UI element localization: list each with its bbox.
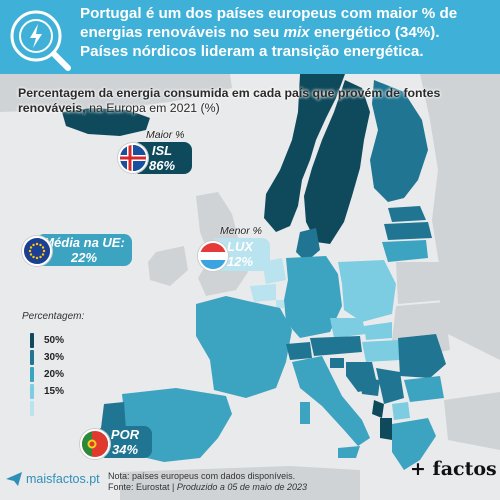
map-serbia (376, 368, 404, 404)
eu-average-label: Média na UE: (43, 235, 125, 250)
map-france (196, 296, 292, 398)
legend-swatch (30, 401, 34, 416)
map-belarus (396, 262, 444, 304)
energy-search-icon (10, 10, 71, 71)
map-sardinia (300, 402, 310, 424)
portugal-value: 34% (111, 442, 139, 457)
headline-mix: mix (283, 24, 310, 41)
headline: Portugal é um dos países europeus com ma… (80, 4, 494, 61)
map-greece (392, 418, 436, 470)
portugal-code: POR (110, 427, 140, 442)
map-germany (284, 256, 342, 338)
map-montenegro (372, 400, 384, 418)
legend-label: 50% (44, 335, 65, 346)
map-denmark (296, 228, 320, 262)
iceland-flag-icon (118, 143, 148, 173)
map-bosnia (360, 378, 380, 396)
map-finland (370, 80, 428, 202)
header-banner: Portugal é um dos países europeus com ma… (0, 0, 500, 74)
headline-line-1: Portugal é um dos países europeus com ma… (80, 5, 458, 22)
legend-title: Percentagem: (22, 311, 85, 322)
note-date: Produzido a 05 de maio de 2023 (176, 482, 307, 492)
max-value: 86% (148, 158, 176, 173)
map-greenland (0, 74, 232, 112)
map-turkey (444, 392, 500, 450)
legend-swatch (30, 384, 34, 399)
map-belgium (250, 284, 276, 302)
note-source: Fonte: Eurostat | (108, 482, 177, 492)
map-austria (310, 336, 362, 356)
footer-brand[interactable]: maisfactos.pt (6, 472, 100, 486)
legend-item-lightest (30, 400, 64, 417)
min-code: LUX (227, 239, 253, 254)
factos-logo: + factos (410, 458, 497, 480)
source-note: Nota: países europeus com dados disponív… (108, 471, 307, 493)
map-latvia (384, 222, 432, 240)
map-lithuania (382, 240, 428, 262)
legend-item: 30% (30, 349, 64, 366)
min-value: 12% (226, 254, 254, 269)
map-north-macedonia (392, 402, 410, 420)
map-luxembourg (276, 300, 284, 308)
map-poland (338, 260, 396, 322)
map-italy (292, 356, 370, 446)
legend-swatch (30, 350, 34, 365)
map-estonia (388, 206, 426, 222)
luxembourg-flag-icon (198, 241, 228, 271)
map-switzerland (286, 342, 312, 360)
map-sweden (304, 80, 370, 244)
legend-label: 30% (44, 352, 65, 363)
max-caption: Maior % (146, 129, 185, 141)
legend-item: 50% (30, 332, 64, 349)
note-line-1: Nota: países europeus com dados disponív… (108, 471, 296, 481)
min-caption: Menor % (220, 225, 263, 237)
legend-label: 15% (44, 386, 65, 397)
eu-average-value: 22% (70, 250, 98, 265)
map-subtitle: Percentagem da energia consumida em cada… (18, 86, 488, 116)
eu-flag-icon (22, 236, 52, 266)
legend-label: 20% (44, 369, 65, 380)
map-bulgaria (404, 376, 444, 402)
send-icon (6, 472, 22, 486)
max-code: ISL (151, 143, 173, 158)
map-norway (264, 74, 345, 232)
headline-line-2-start: energias renováveis no seu (80, 24, 284, 41)
portugal-flag-icon (80, 429, 110, 459)
legend: 50% 30% 20% 15% (30, 332, 64, 417)
eu-average-callout: Média na UE: 22% (36, 234, 132, 266)
map-north-africa (120, 466, 360, 500)
headline-line-3: Países nórdicos lideram a transição ener… (80, 43, 424, 60)
subtitle-rest: na Europa em 2021 (%) (85, 101, 220, 115)
map-czechia (330, 318, 366, 338)
map-slovakia (364, 322, 392, 340)
map-romania (398, 334, 446, 378)
map-hungary (362, 340, 400, 362)
note-line-2: Fonte: Eurostat | Produzido a 05 de maio… (108, 482, 307, 493)
map-slovenia (330, 358, 344, 368)
brand-url[interactable]: maisfactos.pt (26, 472, 100, 486)
headline-line-2-end: energético (34%). (309, 24, 440, 41)
legend-item: 15% (30, 383, 64, 400)
legend-swatch (30, 333, 34, 348)
headline-line-2: energias renováveis no seu mix energétic… (80, 23, 494, 42)
map-albania (380, 418, 392, 440)
legend-item: 20% (30, 366, 64, 383)
map-sicily (338, 446, 360, 458)
map-ireland (148, 246, 188, 286)
legend-swatch (30, 367, 34, 382)
subtitle-bold: Percentagem da energia consumida em cada… (18, 86, 441, 115)
map-iceland (62, 108, 150, 136)
